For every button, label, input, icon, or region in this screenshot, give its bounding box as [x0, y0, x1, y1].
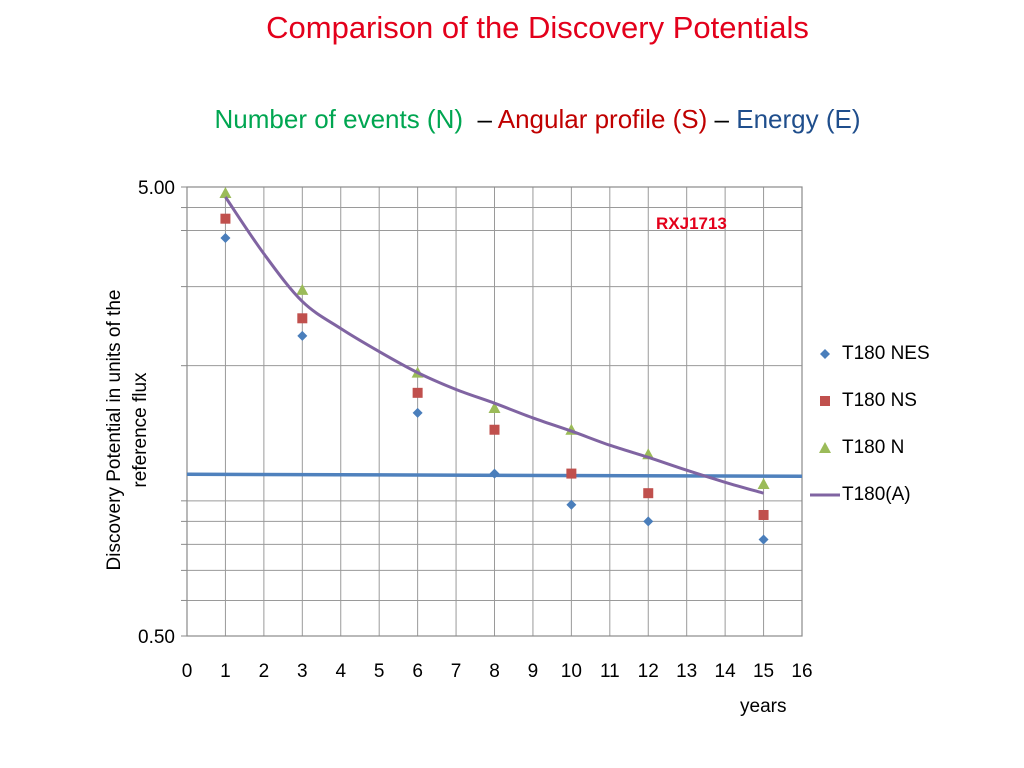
- data-point-t180-ns: [489, 424, 500, 435]
- data-point-t180-nes: [220, 232, 231, 243]
- x-tick-label: 15: [753, 661, 774, 682]
- chart-title: Comparison of the Discovery Potentials: [266, 10, 809, 45]
- data-point-t180-nes: [297, 330, 308, 341]
- x-tick-label: 11: [600, 661, 620, 682]
- legend-item: T180 NES: [810, 330, 930, 377]
- y-axis-label-line-1: Discovery Potential in units of the: [104, 289, 125, 571]
- data-point-t180-n: [757, 478, 770, 490]
- x-tick-label: 13: [676, 661, 697, 682]
- legend-label: T180(A): [842, 483, 911, 505]
- legend-swatch-triangle: [810, 438, 842, 458]
- data-point-t180-nes: [412, 407, 423, 418]
- data-point-t180-n: [488, 401, 501, 413]
- data-point-t180-ns: [297, 313, 308, 324]
- x-tick-label: 14: [715, 661, 737, 682]
- chart-legend: T180 NES T180 NS T180 N T180(A): [810, 330, 930, 518]
- data-point-t180-ns: [220, 213, 231, 224]
- data-point-t180-ns: [412, 387, 423, 398]
- data-point-t180-n: [219, 186, 232, 198]
- legend-label: T180 NS: [842, 389, 917, 411]
- x-tick-label: 12: [638, 661, 659, 682]
- x-tick-label: 0: [182, 661, 193, 682]
- x-tick-label: 2: [259, 661, 270, 682]
- x-tick-label: 10: [561, 661, 582, 682]
- subtitle-dash: –: [714, 104, 729, 134]
- x-tick-label: 7: [451, 661, 462, 682]
- data-point-t180-ns: [643, 488, 654, 499]
- chart-annotation: RXJ1713: [656, 214, 727, 233]
- legend-label: T180 N: [842, 436, 905, 458]
- x-tick-label: 6: [412, 661, 423, 682]
- data-point-t180-nes: [566, 499, 577, 510]
- data-point-t180-ns: [758, 509, 769, 520]
- legend-label: T180 NES: [842, 342, 930, 364]
- data-point-t180-ns: [566, 468, 577, 479]
- data-point-t180-n: [296, 283, 309, 295]
- plot-area-frame: [186, 186, 803, 637]
- y-axis-label-line-2: reference flux: [130, 372, 151, 488]
- x-axis-label: years: [740, 696, 787, 717]
- legend-item: T180 NS: [810, 377, 930, 424]
- x-tick-label: 9: [528, 661, 539, 682]
- legend-swatch-diamond: [810, 344, 842, 364]
- subtitle-dash: –: [477, 104, 492, 134]
- x-tick-label: 8: [489, 661, 500, 682]
- legend-item: T180 N: [810, 424, 930, 471]
- y-tick-label: 0.50: [138, 627, 175, 648]
- y-axis-label: Discovery Potential in units of the refe…: [102, 290, 154, 571]
- chart-subtitle: Number of events (N) – Angular profile (…: [0, 104, 1024, 135]
- x-tick-label: 1: [220, 661, 231, 682]
- data-point-t180-nes: [489, 468, 500, 479]
- x-tick-label: 16: [791, 661, 812, 682]
- x-tick-label: 4: [335, 661, 346, 682]
- legend-item: T180(A): [810, 471, 930, 518]
- subtitle-angular-profile: Angular profile (S): [497, 104, 708, 134]
- y-tick-label: 5.00: [138, 178, 175, 199]
- series-line-t180-a: [224, 196, 764, 495]
- data-point-t180-nes: [758, 534, 769, 545]
- x-tick-label: 5: [374, 661, 385, 682]
- legend-swatch-line: [810, 485, 842, 505]
- subtitle-energy: Energy (E): [736, 104, 861, 134]
- subtitle-number-of-events: Number of events (N): [214, 104, 464, 134]
- x-tick-label: 3: [297, 661, 308, 682]
- legend-swatch-square: [810, 391, 842, 411]
- data-point-t180-nes: [643, 516, 654, 527]
